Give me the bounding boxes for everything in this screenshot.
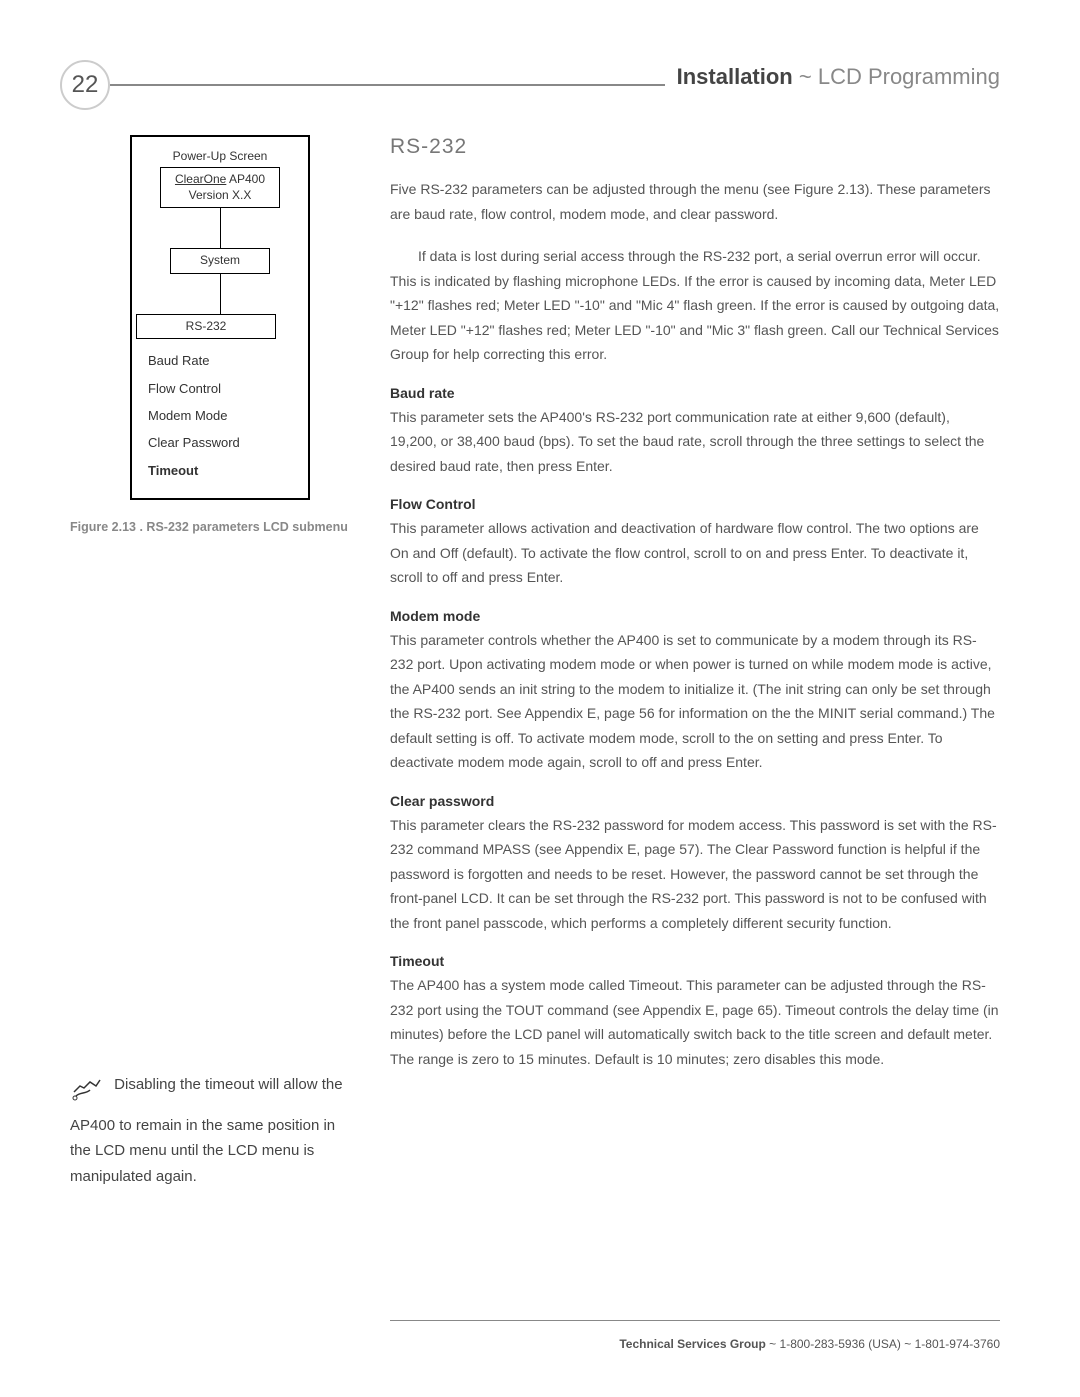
diagram-list-item: Flow Control <box>148 375 298 402</box>
intro-paragraph-2: If data is lost during serial access thr… <box>390 244 1000 367</box>
note-block: Disabling the timeout will allow the AP4… <box>70 1072 350 1189</box>
diagram-list-item: Modem Mode <box>148 402 298 429</box>
diagram-list: Baud RateFlow ControlModem ModeClear Pas… <box>142 347 298 483</box>
sub-heading: Clear password <box>390 793 1000 809</box>
sub-heading: Modem mode <box>390 608 1000 624</box>
header-light: LCD Programming <box>818 64 1000 89</box>
rs232-diagram: Power-Up Screen ClearOne AP400 Version X… <box>130 135 310 500</box>
section-paragraph: This parameter clears the RS-232 passwor… <box>390 813 1000 936</box>
sub-heading: Timeout <box>390 953 1000 969</box>
diagram-top-label: Power-Up Screen <box>142 149 298 163</box>
header-bold: Installation <box>677 64 793 89</box>
diagram-box-rs232: RS-232 <box>136 314 276 340</box>
diagram-box-clearone: ClearOne AP400 Version X.X <box>160 167 280 208</box>
diagram-list-item: Baud Rate <box>148 347 298 374</box>
hand-icon <box>70 1074 104 1113</box>
page-number: 22 <box>60 60 110 110</box>
sub-heading: Baud rate <box>390 385 1000 401</box>
connector <box>220 208 221 248</box>
diagram-box1-line2: Version X.X <box>189 188 252 202</box>
sub-heading: Flow Control <box>390 496 1000 512</box>
footer-text: Technical Services Group ~ 1-800-283-593… <box>619 1337 1000 1351</box>
footer-rule <box>390 1320 1000 1321</box>
footer-rest: ~ 1-800-283-5936 (USA) ~ 1-801-974-3760 <box>766 1337 1000 1351</box>
footer-bold: Technical Services Group <box>619 1337 766 1351</box>
note-text: Disabling the timeout will allow the AP4… <box>70 1076 343 1185</box>
section-paragraph: This parameter sets the AP400's RS-232 p… <box>390 405 1000 479</box>
diagram-box1-line1b: AP400 <box>229 172 265 186</box>
section-paragraph: This parameter controls whether the AP40… <box>390 628 1000 775</box>
header-sep: ~ <box>793 64 818 89</box>
section-title: RS-232 <box>390 135 1000 159</box>
diagram-list-item: Clear Password <box>148 429 298 456</box>
diagram-box-system: System <box>170 248 270 274</box>
connector <box>220 274 221 314</box>
header-title: Installation ~ LCD Programming <box>665 64 1000 90</box>
figure-caption: Figure 2.13 . RS-232 parameters LCD subm… <box>70 518 350 537</box>
section-paragraph: This parameter allows activation and dea… <box>390 516 1000 590</box>
diagram-box1-line1: ClearOne <box>175 172 226 186</box>
diagram-list-item: Timeout <box>148 457 298 484</box>
intro-paragraph-1: Five RS-232 parameters can be adjusted t… <box>390 177 1000 226</box>
section-paragraph: The AP400 has a system mode called Timeo… <box>390 973 1000 1071</box>
